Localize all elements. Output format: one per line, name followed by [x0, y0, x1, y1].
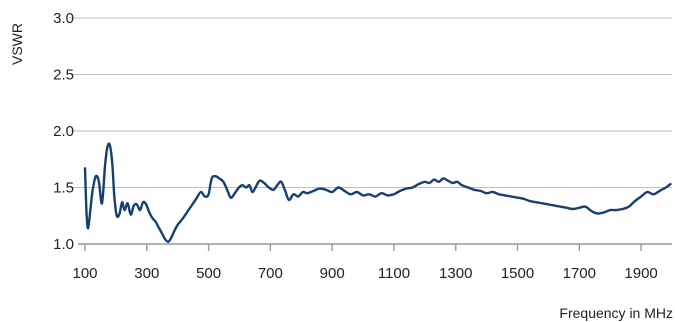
x-tick-label: 1700	[563, 265, 596, 282]
y-tick-label: 2.5	[53, 67, 74, 84]
y-tick-label: 3.0	[53, 10, 74, 27]
y-axis-title: VSWR	[9, 23, 25, 65]
y-tick-label: 2.0	[53, 123, 74, 140]
y-tick-label: 1.0	[53, 236, 74, 253]
x-tick-label: 500	[196, 265, 221, 282]
gridlines	[70, 17, 672, 188]
x-axis	[78, 243, 672, 251]
x-tick-label: 300	[134, 265, 159, 282]
y-tick-label: 1.5	[53, 180, 74, 197]
x-tick-label: 100	[72, 265, 97, 282]
x-tick-label: 1900	[624, 265, 657, 282]
x-tick-labels: 100 300 500 700 900 1100 1300 1500 1700 1900	[72, 265, 657, 282]
x-tick-label: 1300	[439, 265, 472, 282]
x-axis-title: Frequency in MHz	[559, 305, 673, 321]
x-tick-label: 1100	[378, 265, 410, 282]
x-tick-label: 700	[258, 265, 283, 282]
y-axis: 1.0 1.5 2.0 2.5 3.0	[53, 10, 74, 253]
x-tick-label: 900	[320, 265, 345, 282]
x-tick-label: 1500	[501, 265, 534, 282]
vswr-series-line	[83, 142, 672, 243]
